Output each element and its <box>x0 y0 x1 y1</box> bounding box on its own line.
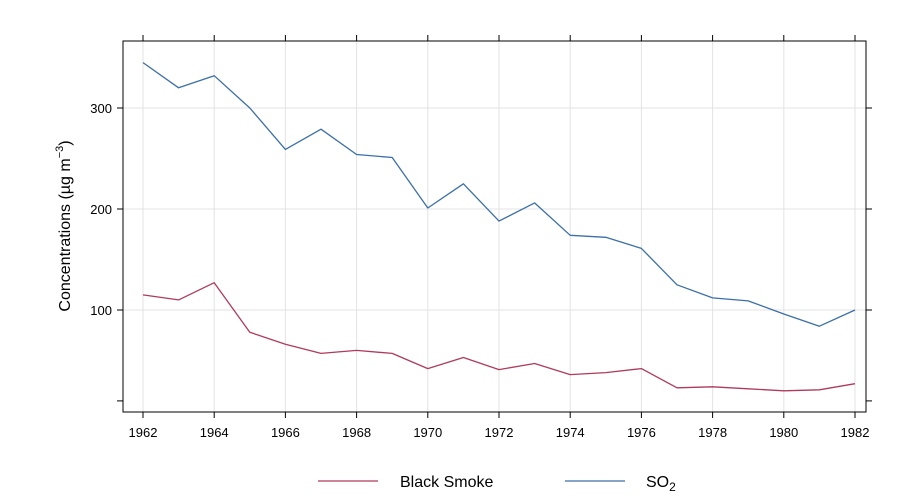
x-tick-label: 1974 <box>556 425 585 440</box>
plot-border <box>122 40 867 413</box>
series-line-so2 <box>142 62 856 327</box>
y-axis-title-text: Concentrations (µg m <box>57 158 74 311</box>
x-tick-label: 1970 <box>413 425 442 440</box>
series-lines <box>142 62 856 392</box>
legend-label-so2: SO2 <box>646 474 676 494</box>
x-tick-label: 1976 <box>627 425 656 440</box>
y-tick-label: 200 <box>90 202 112 217</box>
x-tick-label: 1964 <box>200 425 229 440</box>
legend: Black Smoke SO2 <box>318 474 676 494</box>
x-tick-label: 1968 <box>342 425 371 440</box>
y-tick-label: 300 <box>90 101 112 116</box>
y-axis-tick-labels: 100 200 300 <box>90 101 112 318</box>
grid-lines <box>123 41 866 412</box>
y-axis-title-superscript: −3 <box>54 146 66 159</box>
y-tick-label: 100 <box>90 303 112 318</box>
x-tick-label: 1966 <box>271 425 300 440</box>
axis-ticks <box>117 35 872 418</box>
x-tick-label: 1962 <box>129 425 158 440</box>
x-axis-tick-labels: 1962 1964 1966 1968 1970 1972 1974 1976 1978 1980… <box>129 425 870 440</box>
series-line-black-smoke <box>142 282 856 392</box>
legend-label-black-smoke: Black Smoke <box>400 474 493 491</box>
y-axis-title-close: ) <box>57 140 74 145</box>
x-tick-label: 1978 <box>698 425 727 440</box>
x-tick-label: 1980 <box>769 425 798 440</box>
y-axis-title: Concentrations (µg m−3) <box>54 140 74 311</box>
x-tick-label: 1972 <box>485 425 514 440</box>
x-tick-label: 1982 <box>841 425 870 440</box>
